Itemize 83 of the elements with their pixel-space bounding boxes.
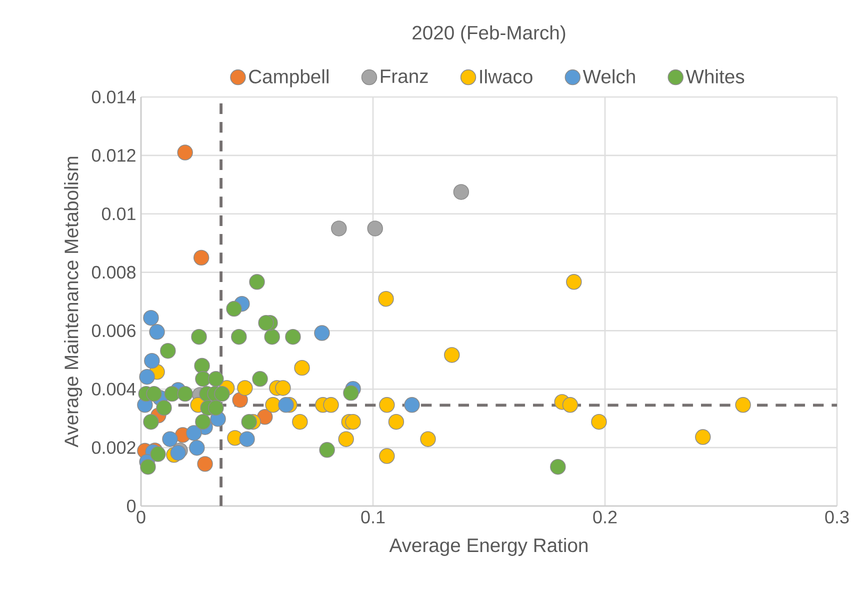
y-tick-label: 0.014 bbox=[92, 90, 136, 104]
point bbox=[331, 220, 347, 236]
point bbox=[345, 414, 361, 430]
point bbox=[156, 400, 172, 416]
chart-title: 2020 (Feb-March) bbox=[412, 25, 566, 44]
point bbox=[143, 310, 159, 326]
point bbox=[195, 414, 211, 430]
point bbox=[143, 414, 159, 430]
point bbox=[144, 352, 160, 369]
point bbox=[195, 371, 211, 387]
point bbox=[378, 291, 394, 307]
point bbox=[264, 328, 280, 345]
point bbox=[294, 360, 310, 376]
x-tick-label: 0.1 bbox=[361, 510, 385, 524]
point bbox=[314, 325, 330, 341]
point bbox=[197, 456, 213, 472]
point bbox=[265, 397, 281, 413]
point bbox=[162, 431, 178, 447]
y-axis-title: Average Maintenance Metabolism bbox=[64, 156, 82, 448]
legend-label: Franz bbox=[380, 70, 428, 84]
point bbox=[239, 431, 255, 447]
point bbox=[292, 414, 308, 430]
point bbox=[177, 144, 193, 160]
point bbox=[150, 446, 166, 462]
point bbox=[275, 380, 291, 396]
point bbox=[695, 429, 711, 445]
point bbox=[214, 386, 230, 402]
y-tick-label: 0.008 bbox=[92, 266, 136, 279]
point bbox=[404, 397, 420, 413]
point bbox=[278, 397, 294, 413]
legend-label: Whites bbox=[686, 69, 744, 84]
point bbox=[444, 347, 460, 363]
x-axis-title: Average Energy Ration bbox=[389, 538, 588, 556]
point bbox=[388, 414, 404, 430]
point bbox=[566, 274, 582, 290]
point bbox=[208, 371, 224, 387]
point bbox=[338, 431, 354, 447]
legend-label: Welch bbox=[582, 69, 635, 84]
y-tick-label: 0.006 bbox=[92, 324, 136, 338]
point bbox=[146, 386, 162, 402]
point bbox=[241, 414, 257, 430]
y-tick-label: 0 bbox=[126, 500, 136, 512]
point bbox=[323, 397, 339, 413]
point bbox=[232, 392, 248, 408]
point bbox=[177, 386, 193, 402]
point bbox=[237, 380, 253, 396]
point bbox=[258, 314, 274, 331]
point bbox=[139, 369, 155, 385]
y-tick-label: 0.012 bbox=[92, 149, 136, 162]
point bbox=[160, 343, 176, 359]
point bbox=[420, 431, 436, 447]
point bbox=[367, 220, 383, 236]
point bbox=[343, 385, 359, 401]
point bbox=[226, 300, 242, 317]
point bbox=[453, 184, 470, 200]
point bbox=[208, 400, 224, 416]
point bbox=[252, 371, 268, 387]
x-tick-label: 0.3 bbox=[825, 510, 849, 524]
legend-label: Campbell bbox=[249, 69, 328, 88]
point bbox=[550, 458, 566, 475]
point bbox=[735, 397, 751, 413]
point bbox=[285, 328, 301, 345]
point bbox=[231, 328, 247, 345]
point bbox=[562, 397, 578, 413]
point bbox=[379, 397, 395, 413]
point bbox=[149, 324, 165, 340]
point bbox=[191, 328, 207, 345]
point bbox=[379, 448, 395, 464]
point bbox=[164, 386, 180, 402]
x-tick-label: 0.2 bbox=[593, 510, 617, 524]
y-tick-label: 0.002 bbox=[92, 441, 136, 454]
point bbox=[591, 414, 607, 430]
point bbox=[189, 440, 205, 456]
x-tick-label: 0 bbox=[136, 510, 146, 524]
point bbox=[319, 442, 335, 458]
point bbox=[140, 458, 156, 475]
y-tick-label: 0.004 bbox=[92, 382, 136, 396]
point bbox=[194, 358, 210, 374]
point bbox=[186, 425, 202, 441]
point bbox=[193, 250, 210, 266]
legend-label: Ilwaco bbox=[480, 69, 532, 84]
y-tick-label: 0.01 bbox=[102, 207, 136, 220]
point bbox=[249, 274, 265, 290]
